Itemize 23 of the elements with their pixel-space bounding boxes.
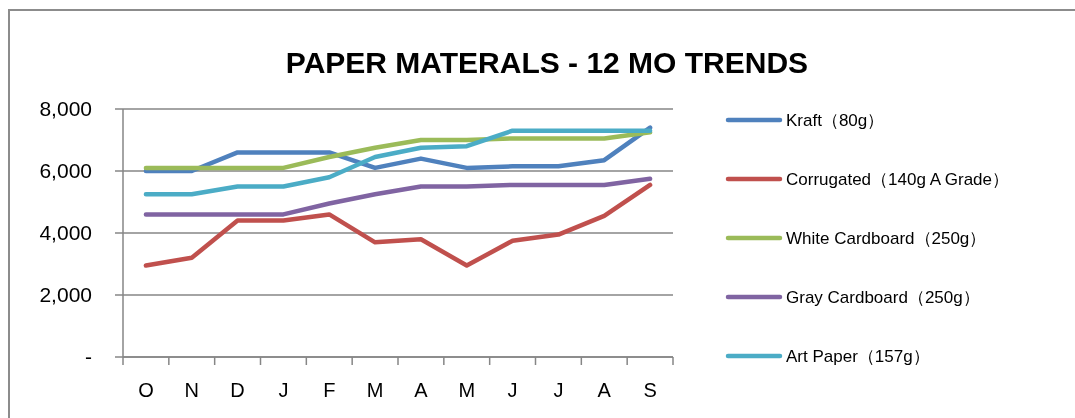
- x-tick-label: J: [507, 379, 518, 401]
- y-tick-label: 4,000: [39, 221, 92, 244]
- x-tick-label: O: [138, 379, 154, 401]
- y-tick-label: -: [85, 345, 92, 368]
- x-tick-label: J: [553, 379, 564, 401]
- legend-label: Art Paper（157g）: [786, 347, 930, 366]
- y-tick-label: 6,000: [39, 159, 92, 182]
- legend-label: White Cardboard（250g）: [786, 229, 987, 248]
- chart-title: PAPER MATERALS - 12 MO TRENDS: [285, 46, 809, 79]
- x-tick-label: D: [230, 379, 245, 401]
- x-tick-label: M: [458, 379, 476, 401]
- x-tick-label: J: [278, 379, 289, 401]
- x-tick-label: N: [184, 379, 199, 401]
- x-tick-label: A: [414, 379, 429, 401]
- y-tick-label: 2,000: [39, 283, 92, 306]
- x-tick-label: M: [366, 379, 384, 401]
- x-tick-label: F: [323, 379, 336, 401]
- x-tick-label: A: [597, 379, 612, 401]
- legend-label: Gray Cardboard（250g）: [786, 288, 980, 307]
- x-tick-label: S: [643, 379, 657, 401]
- y-tick-label: 8,000: [39, 97, 92, 120]
- legend-label: Corrugated（140g A Grade）: [786, 170, 1010, 189]
- legend-label: Kraft（80g）: [786, 111, 885, 130]
